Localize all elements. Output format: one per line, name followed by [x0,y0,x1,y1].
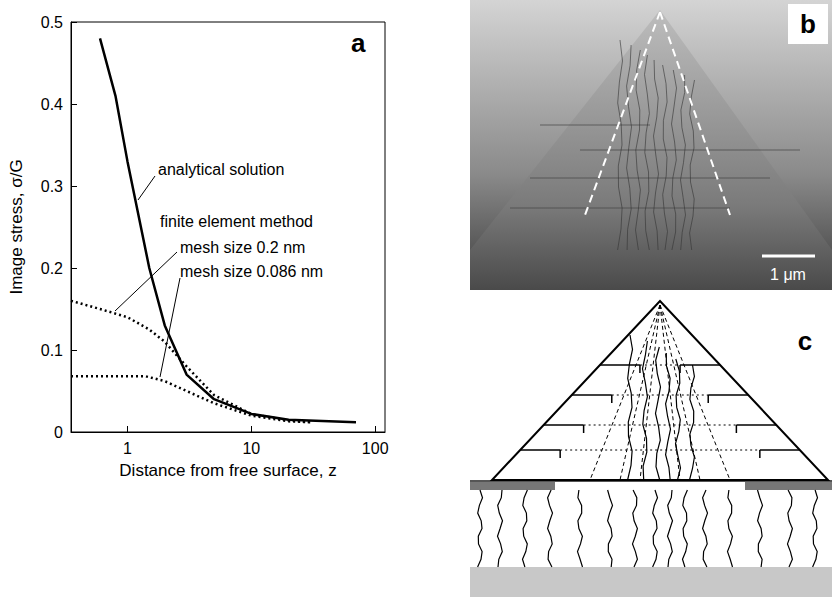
svg-text:0.3: 0.3 [41,178,63,195]
svg-text:Image stress, σ/G: Image stress, σ/G [7,159,26,294]
svg-text:100: 100 [362,440,389,457]
svg-text:0: 0 [54,424,63,441]
svg-text:0.4: 0.4 [41,96,63,113]
svg-text:10: 10 [242,440,260,457]
svg-text:a: a [351,28,366,58]
svg-text:1: 1 [123,440,132,457]
svg-text:analytical solution: analytical solution [158,161,284,178]
svg-text:mesh size 0.2 nm: mesh size 0.2 nm [180,239,305,256]
svg-text:0.2: 0.2 [41,260,63,277]
svg-text:0.5: 0.5 [41,14,63,31]
svg-text:b: b [800,9,816,39]
svg-text:Distance from free surface, z: Distance from free surface, z [119,461,336,480]
svg-text:1 μm: 1 μm [770,266,806,283]
svg-text:c: c [798,326,812,356]
svg-text:finite element method: finite element method [160,213,313,230]
svg-text:0.1: 0.1 [41,342,63,359]
svg-text:mesh size 0.086 nm: mesh size 0.086 nm [180,263,323,280]
